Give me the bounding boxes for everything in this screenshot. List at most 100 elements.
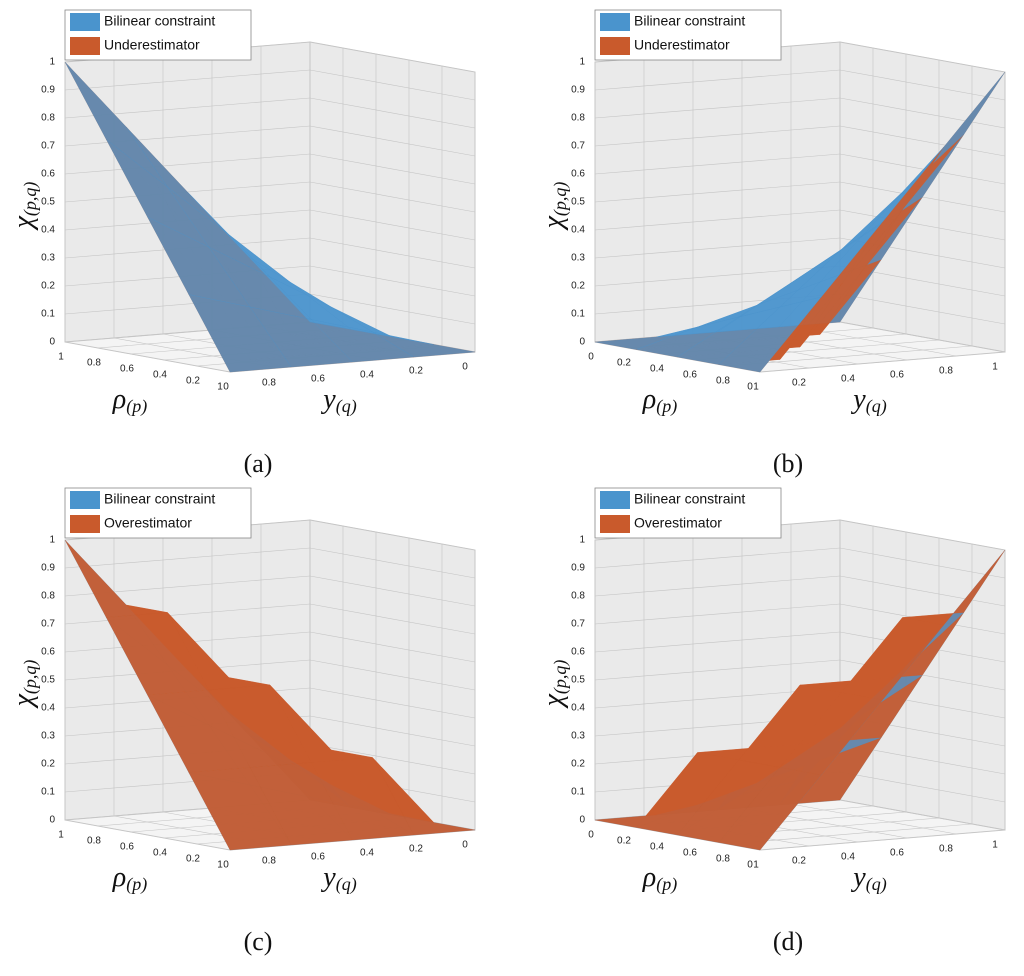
z-tick-label: 0.7 [41, 141, 55, 152]
z-tick-label: 0.2 [571, 281, 585, 292]
y-tick-label: 0.6 [311, 852, 325, 863]
y-tick-label: 0.6 [890, 370, 904, 381]
y-axis-label-sub: (q) [866, 396, 887, 417]
grid-line [309, 687, 476, 719]
grid-line [839, 97, 1006, 129]
grid-line [594, 659, 841, 681]
legend-swatch [600, 13, 630, 31]
x-tick-label: 0.8 [87, 836, 101, 847]
z-tick-label: 0 [49, 337, 55, 348]
z-tick-label: 0 [49, 815, 55, 826]
panel: 0 0.1 0.2 0.3 0.4 0.5 0.6 0.7 0.8 0.9 1 1 0.8 0.6 0.4 0… [8, 487, 476, 956]
z-axis-label: χ(p,q) [8, 660, 41, 710]
x-tick-label: 0.4 [650, 842, 664, 853]
x-tick-label: 0.6 [120, 364, 134, 375]
grid-line [309, 743, 476, 775]
z-tick-label: 0.4 [571, 225, 585, 236]
y-tick-label: 0.2 [792, 856, 806, 867]
z-tick-label: 0.2 [571, 759, 585, 770]
legend-label: Bilinear constraint [634, 13, 745, 29]
legend-label: Bilinear constraint [104, 491, 215, 507]
grid-line [309, 519, 476, 551]
grid-line [309, 237, 476, 269]
z-axis-label: χ(p,q) [8, 182, 41, 232]
grid-line [839, 547, 1006, 579]
x-tick-label: 0.8 [716, 376, 730, 387]
x-axis-label: ρ(p) [112, 384, 147, 417]
x-axis-label-base: ρ [642, 384, 656, 415]
y-tick-label: 0 [747, 382, 753, 393]
legend-swatch [600, 37, 630, 55]
caption: (d) [773, 927, 803, 956]
grid-line [594, 69, 841, 91]
z-axis-label: χ(p,q) [538, 182, 571, 232]
x-tick-label: 0 [223, 860, 229, 871]
panel: 0 0.1 0.2 0.3 0.4 0.5 0.6 0.7 0.8 0.9 1 1 0.8 0.6 0.4 0… [8, 9, 476, 478]
x-tick-label: 0.2 [186, 376, 200, 387]
z-tick-label: 0.6 [41, 169, 55, 180]
y-tick-label: 0.4 [841, 852, 855, 863]
z-tick-label: 0.4 [571, 703, 585, 714]
y-tick-label: 0.2 [409, 366, 423, 377]
grid-line [309, 547, 476, 579]
y-tick-label: 0 [462, 840, 468, 851]
surface-patch [188, 767, 292, 851]
z-tick-label: 0.7 [41, 619, 55, 630]
grid-line [64, 125, 311, 147]
y-tick-label: 0.6 [890, 848, 904, 859]
legend-label: Overestimator [104, 515, 192, 531]
z-tick-label: 0.8 [41, 591, 55, 602]
x-tick-label: 0 [588, 352, 594, 363]
grid-line [594, 603, 841, 625]
grid-line [594, 237, 841, 259]
y-tick-label: 0.4 [360, 848, 374, 859]
x-tick-label: 0.6 [683, 370, 697, 381]
z-tick-label: 0.9 [571, 563, 585, 574]
grid-line [839, 41, 1006, 73]
legend-label: Bilinear constraint [104, 13, 215, 29]
x-tick-label: 0.8 [716, 854, 730, 865]
z-axis-label-base: χ [538, 215, 569, 231]
z-tick-label: 0.8 [571, 113, 585, 124]
z-tick-label: 0.5 [41, 675, 55, 686]
z-tick-label: 1 [579, 535, 585, 546]
z-tick-label: 0.8 [41, 113, 55, 124]
grid-line [790, 803, 957, 835]
grid-line [839, 209, 1006, 241]
z-tick-label: 0.9 [41, 85, 55, 96]
y-tick-label: 0.8 [939, 844, 953, 855]
y-tick-label: 0.8 [262, 856, 276, 867]
y-tick-label: 0.6 [311, 374, 325, 385]
legend-label: Bilinear constraint [634, 491, 745, 507]
z-axis-label-base: χ [538, 693, 569, 709]
y-tick-label: 0.4 [841, 374, 855, 385]
grid-line [839, 69, 1006, 101]
grid-line [309, 265, 476, 297]
grid-line [309, 293, 476, 325]
x-tick-label: 1 [753, 860, 759, 871]
grid-line [64, 69, 311, 91]
x-axis-label-base: ρ [642, 862, 656, 893]
x-tick-label: 0.4 [650, 364, 664, 375]
grid-line [839, 575, 1006, 607]
x-axis-label-base: ρ [112, 862, 126, 893]
y-tick-label: 0.8 [939, 366, 953, 377]
grid-line [594, 631, 841, 653]
grid-line [594, 181, 841, 203]
z-tick-label: 0.6 [571, 647, 585, 658]
caption: (c) [244, 927, 273, 956]
x-tick-label: 1 [753, 382, 759, 393]
grid-line [594, 97, 841, 119]
grid-line [839, 321, 1006, 353]
x-tick-label: 0.2 [617, 836, 631, 847]
x-tick-label: 0 [223, 382, 229, 393]
legend-swatch [70, 515, 100, 533]
legend-label: Underestimator [104, 37, 200, 53]
grid-line [839, 125, 1006, 157]
legend-swatch [70, 491, 100, 509]
y-axis-label: y(q) [320, 862, 356, 895]
z-axis-label-sub: (p,q) [550, 660, 571, 695]
z-tick-label: 1 [49, 535, 55, 546]
z-tick-label: 0.5 [571, 675, 585, 686]
y-tick-label: 0.8 [262, 378, 276, 389]
